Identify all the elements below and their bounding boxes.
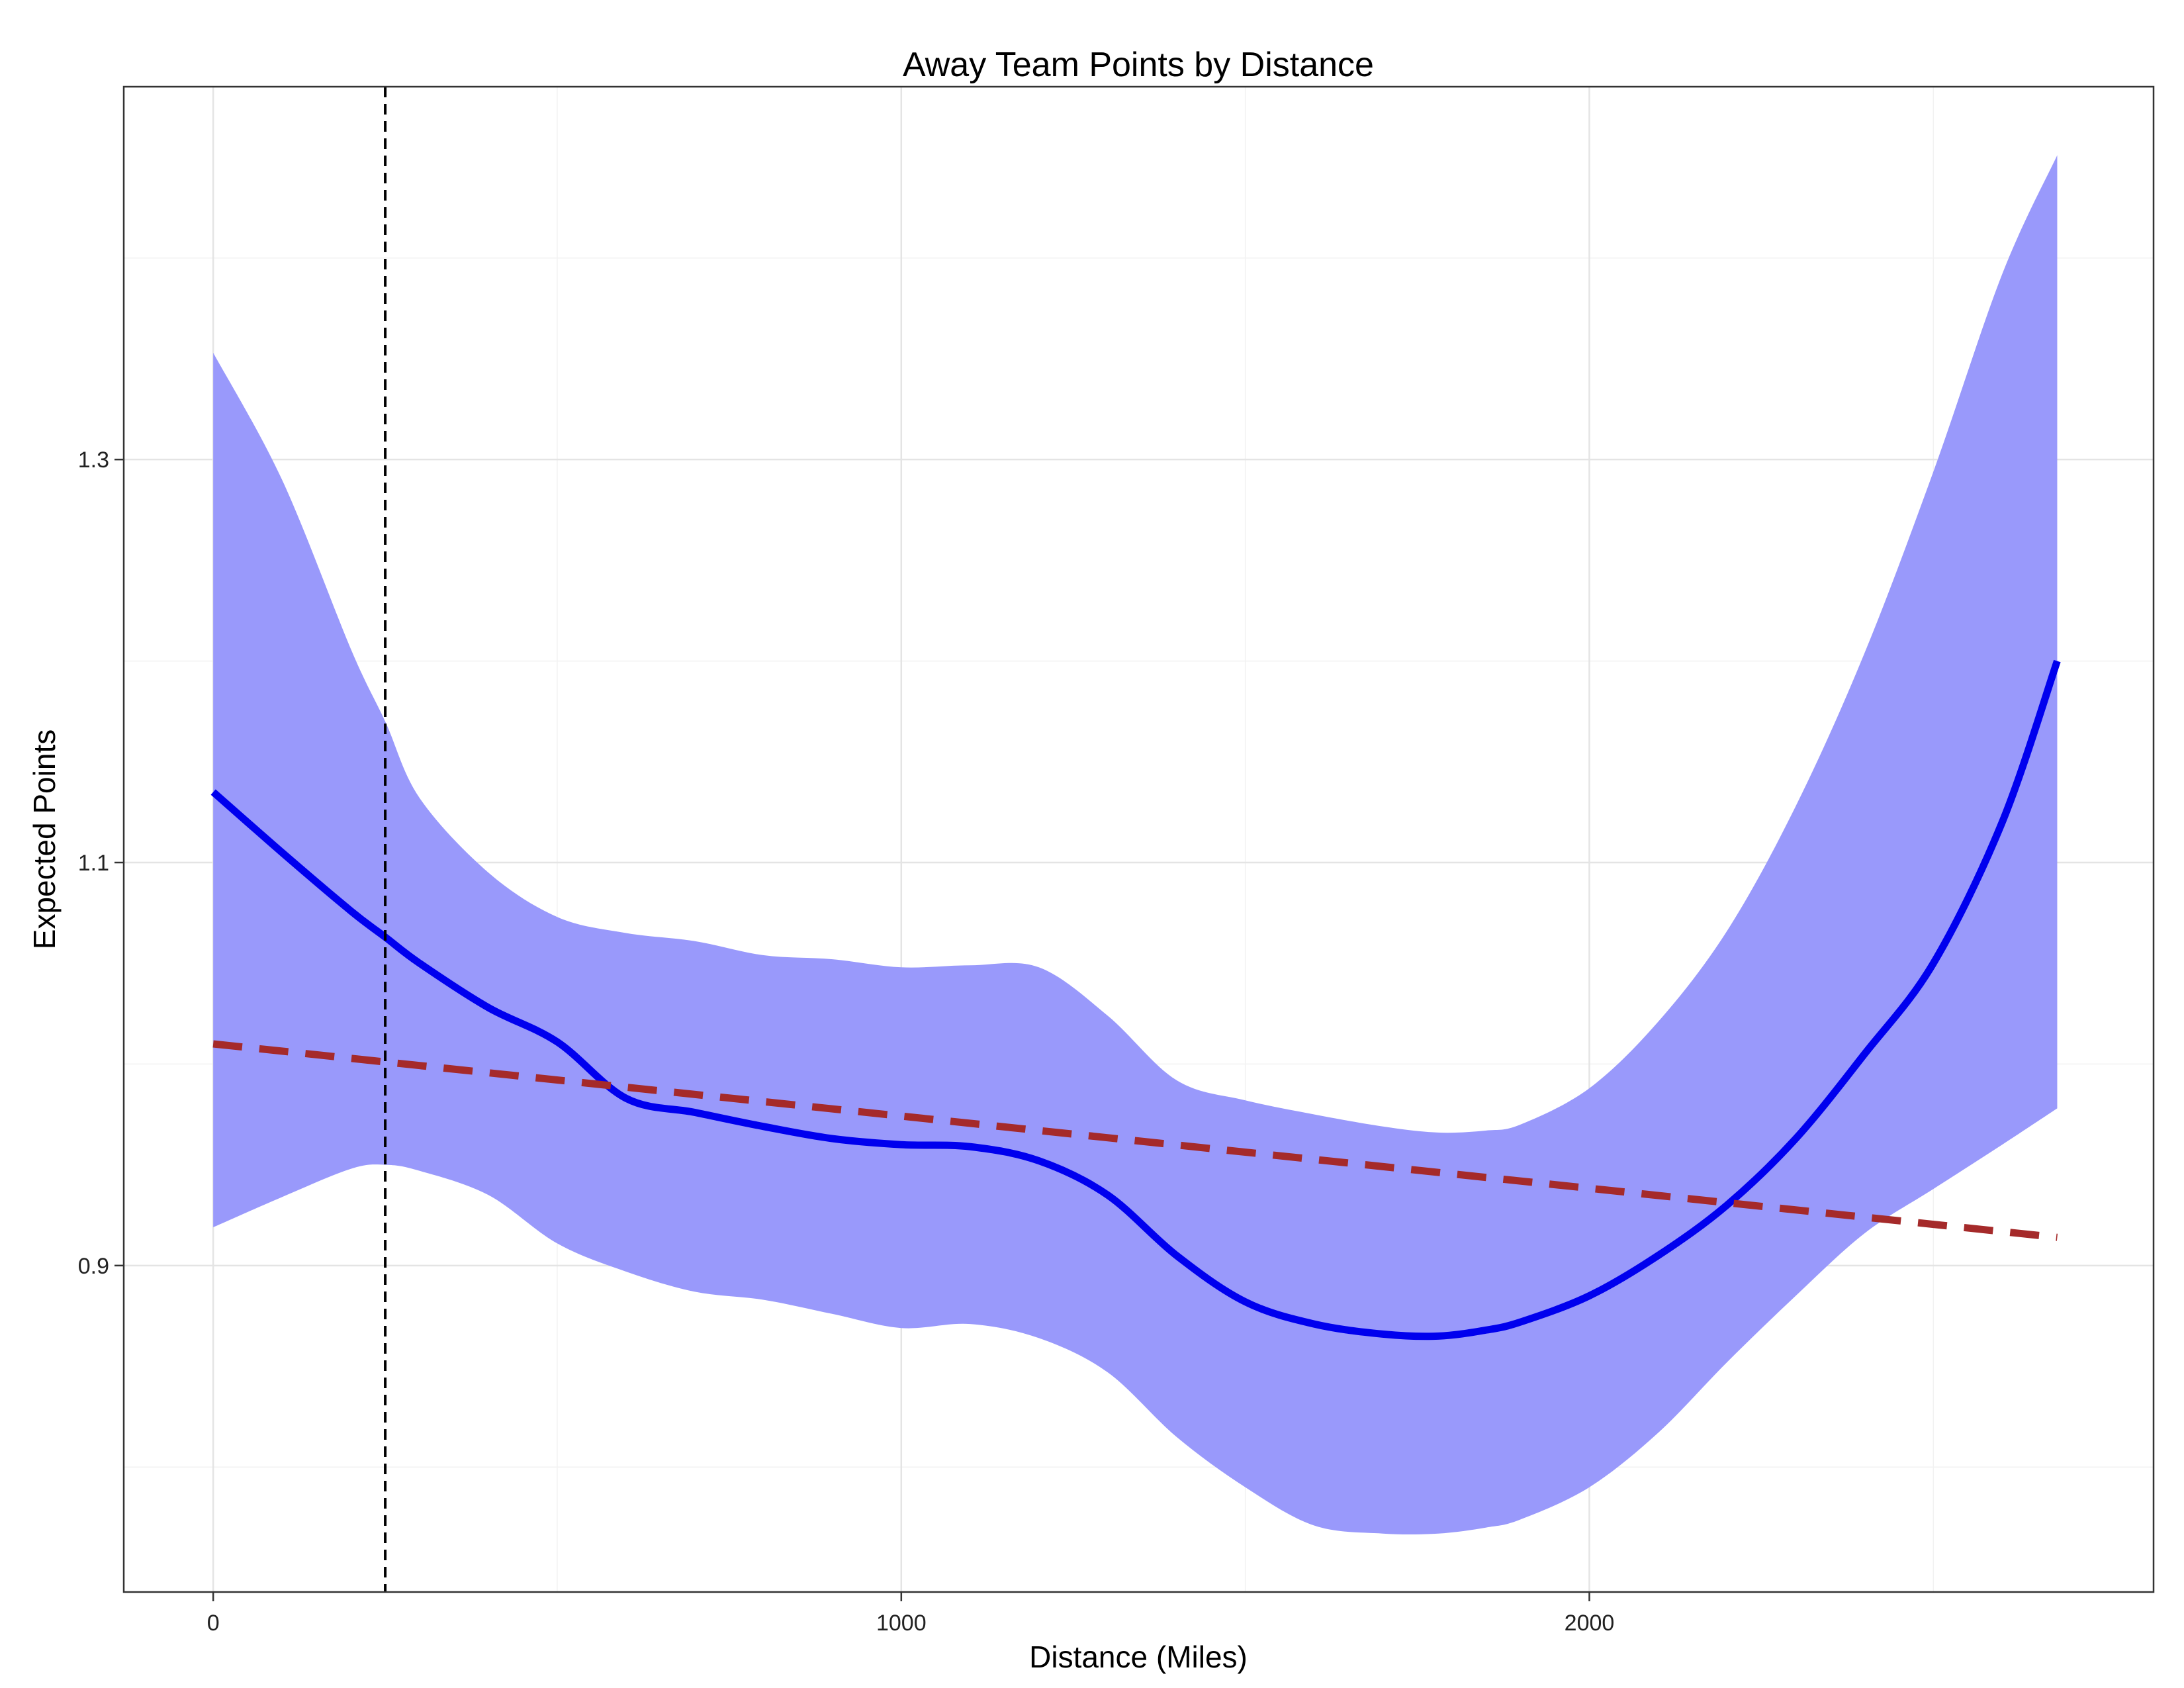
loess-fit-line xyxy=(210,659,2061,1340)
x-axis-title: Distance (Miles) xyxy=(1029,1640,1248,1674)
axis-ticks: 0 1000 2000 0.9 1.1 1.3 xyxy=(78,447,1615,1636)
x-tick-label: 1000 xyxy=(876,1611,927,1636)
series-layer xyxy=(210,659,2061,1340)
y-axis-title: Expected Points xyxy=(27,729,62,949)
y-tick-label: 1.3 xyxy=(78,447,109,473)
x-tick-label: 0 xyxy=(207,1611,220,1636)
y-tick-label: 1.1 xyxy=(78,851,109,876)
panel-border xyxy=(122,85,2155,1593)
linear-fit-line xyxy=(212,1040,2058,1241)
y-tick-label: 0.9 xyxy=(78,1254,109,1279)
chart-title: Away Team Points by Distance xyxy=(903,46,1374,84)
x-tick-label: 2000 xyxy=(1565,1611,1615,1636)
